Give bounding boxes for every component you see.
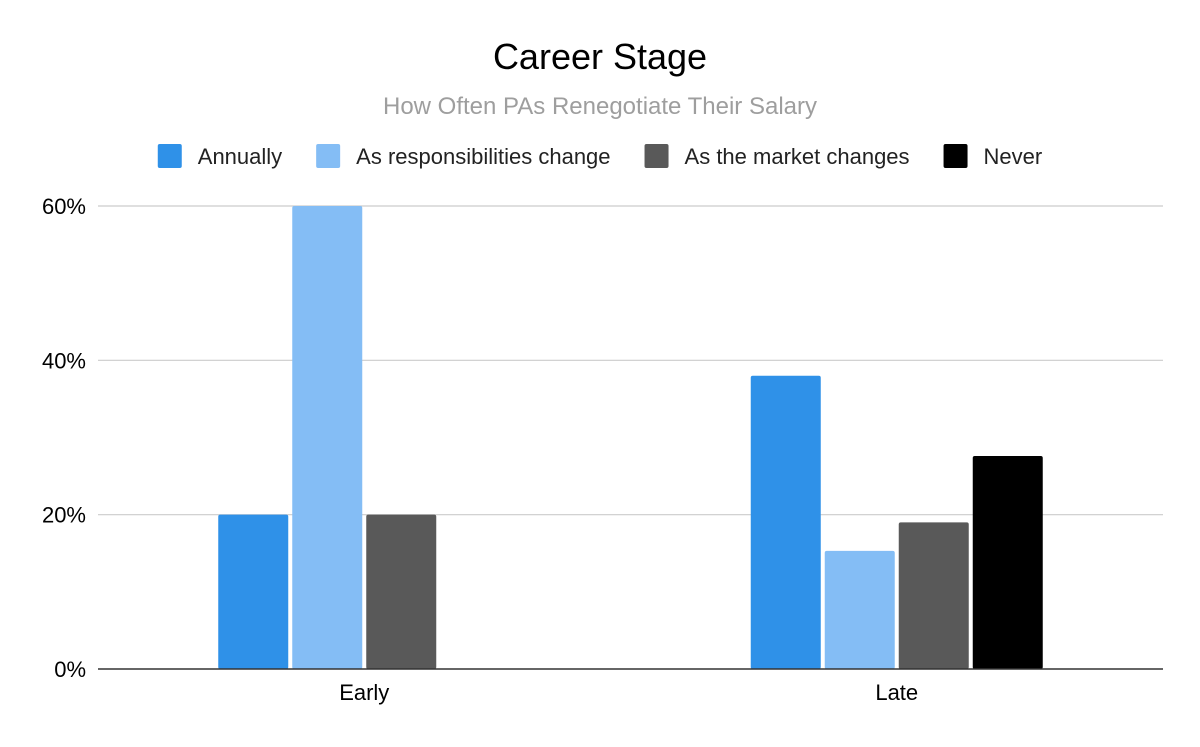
- legend-label: As responsibilities change: [356, 144, 610, 169]
- legend-item: Annually: [157, 144, 282, 169]
- bar-late-never: [972, 456, 1043, 669]
- bar-early-as-the-market-changes: [366, 514, 437, 669]
- legend-swatch: [157, 144, 182, 168]
- x-tick-label: Late: [875, 680, 918, 705]
- bar-late-as-responsibilities-change: [824, 550, 895, 669]
- legend-item: Never: [943, 144, 1043, 169]
- legend-swatch: [943, 144, 968, 168]
- bars: [218, 206, 1043, 669]
- y-tick-label: 0%: [54, 657, 86, 682]
- x-axis: Early Late: [98, 668, 1163, 705]
- legend: Annually As responsibilities change As the…: [157, 144, 1043, 169]
- legend-label: Annually: [198, 144, 282, 169]
- y-tick-label: 60%: [42, 194, 86, 219]
- bar-early-annually: [218, 514, 289, 669]
- chart-subtitle: How Often PAs Renegotiate Their Salary: [383, 93, 817, 120]
- y-tick-label: 40%: [42, 348, 86, 373]
- y-axis: 0% 20% 40% 60%: [42, 194, 86, 682]
- bar-early-as-responsibilities-change: [292, 206, 363, 669]
- legend-label: Never: [984, 144, 1043, 169]
- legend-item: As the market changes: [644, 144, 910, 169]
- legend-swatch: [644, 144, 669, 168]
- legend-swatch: [316, 144, 341, 168]
- y-tick-label: 20%: [42, 503, 86, 528]
- legend-label: As the market changes: [685, 144, 910, 169]
- x-tick-label: Early: [339, 680, 389, 705]
- bar-late-as-the-market-changes: [898, 522, 969, 669]
- bar-late-annually: [750, 375, 821, 669]
- legend-item: As responsibilities change: [316, 144, 611, 169]
- chart-title: Career Stage: [493, 36, 707, 77]
